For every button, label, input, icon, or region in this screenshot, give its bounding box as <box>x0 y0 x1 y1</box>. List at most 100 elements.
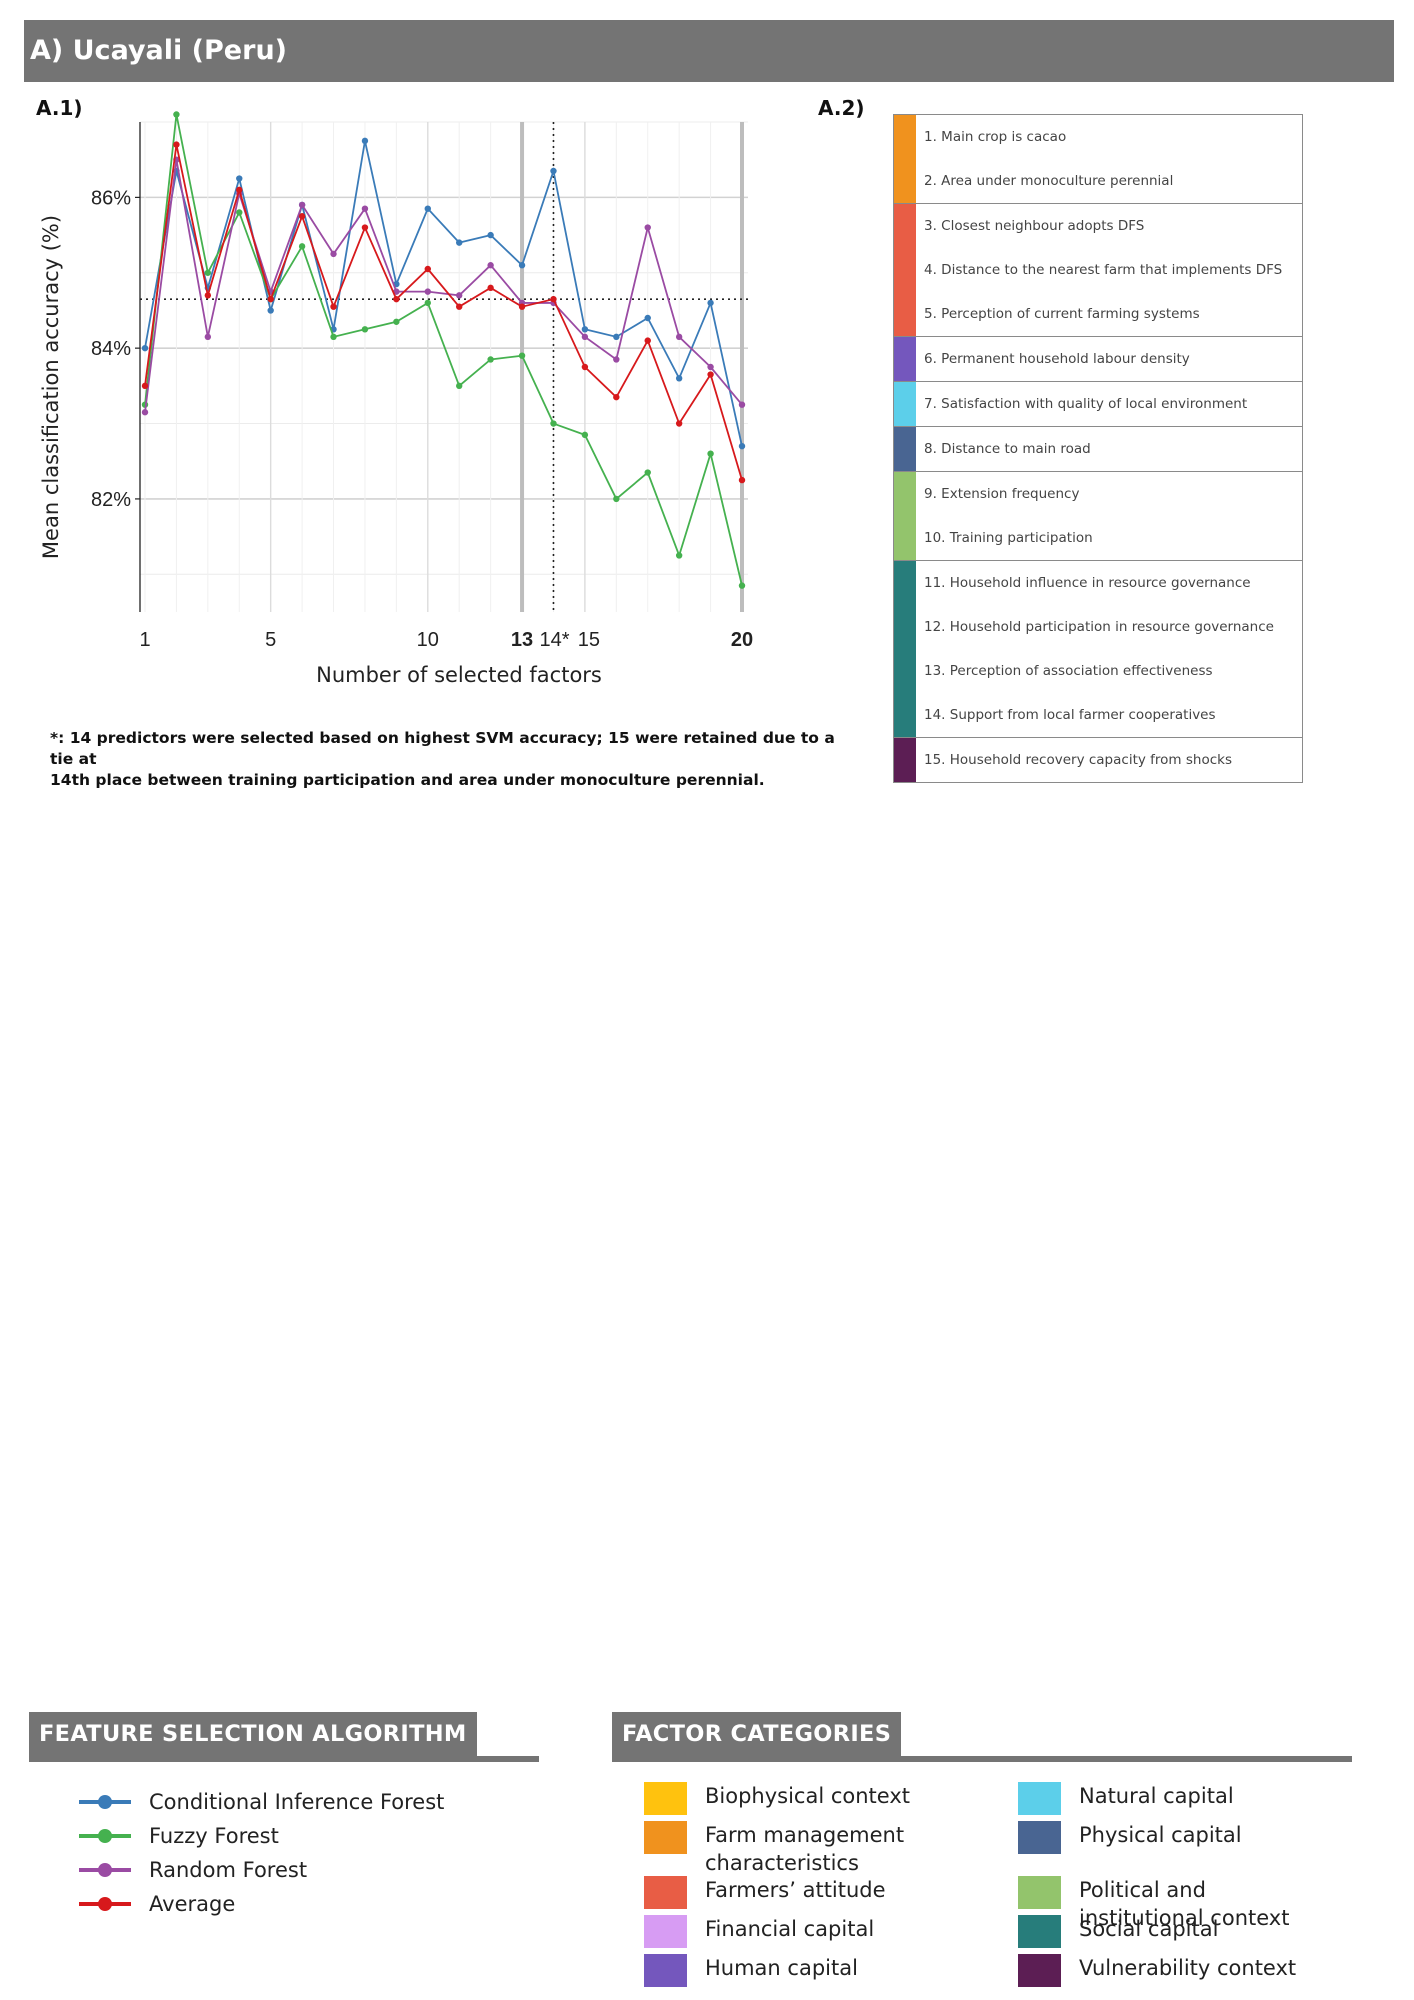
factor-category-swatch <box>894 382 916 426</box>
category-legend-label: Farm management characteristics <box>705 1823 905 1875</box>
data-point-conditional-inference-forest <box>236 175 243 182</box>
data-point-average <box>675 420 683 427</box>
data-point-average <box>644 337 651 344</box>
category-swatch <box>644 1821 687 1854</box>
algorithm-legend-item: Random Forest <box>79 1858 307 1882</box>
data-point-average <box>707 371 714 378</box>
data-point-random-forest <box>487 262 494 269</box>
data-point-fuzzy-forest <box>644 469 651 476</box>
factor-item: 3. Closest neighbour adopts DFS <box>924 218 1145 234</box>
algorithm-legend-label: Conditional Inference Forest <box>149 1790 445 1814</box>
data-point-average <box>487 284 494 292</box>
factor-item: 1. Main crop is cacao <box>924 129 1067 145</box>
category-legend-item: Financial capital <box>644 1915 874 1948</box>
data-point-conditional-inference-forest <box>675 375 683 382</box>
factor-item: 10. Training participation <box>924 530 1093 546</box>
x-tick-label: 15 <box>578 629 600 651</box>
category-legend-label: Farmers’ attitude <box>705 1878 886 1902</box>
algorithm-legend-label: Average <box>149 1892 236 1916</box>
series-line-fuzzy-forest <box>144 114 743 586</box>
factor-category-swatch <box>894 204 916 336</box>
data-point-random-forest <box>456 292 463 299</box>
data-point-fuzzy-forest <box>204 269 212 276</box>
data-point-average <box>330 303 337 310</box>
factor-item: 4. Distance to the nearest farm that imp… <box>924 262 1283 278</box>
data-point-average <box>361 224 369 231</box>
factor-item: 9. Extension frequency <box>924 486 1080 502</box>
factor-item: 14. Support from local farmer cooperativ… <box>924 707 1216 723</box>
data-point-random-forest <box>613 356 620 363</box>
y-tick-label: 86% <box>91 187 131 209</box>
category-swatch <box>644 1915 687 1948</box>
data-point-conditional-inference-forest <box>738 442 746 450</box>
algorithm-legend-item: Fuzzy Forest <box>79 1824 279 1848</box>
data-point-fuzzy-forest <box>707 450 714 457</box>
x-tick-label: 13 <box>511 629 533 651</box>
category-legend-label: Vulnerability context <box>1079 1956 1297 1980</box>
algorithm-legend-rule <box>29 1756 539 1762</box>
category-legend-item: Farm management characteristics <box>644 1821 935 1877</box>
data-point-fuzzy-forest <box>298 243 306 250</box>
algorithm-legend-title: FEATURE SELECTION ALGORITHM <box>29 1712 477 1756</box>
data-point-average <box>267 295 274 303</box>
data-point-average <box>424 265 431 273</box>
category-legend-label: Biophysical context <box>705 1784 911 1808</box>
legend-line-marker-icon <box>79 1897 131 1911</box>
data-point-random-forest <box>424 288 431 295</box>
category-legend-item: Natural capital <box>1018 1782 1234 1815</box>
category-legend-item: Political and institutional context <box>1018 1876 1309 1932</box>
data-point-conditional-inference-forest <box>518 262 526 269</box>
x-tick-label: 14* <box>539 629 569 651</box>
factor-group: 3. Closest neighbour adopts DFS 4. Distan… <box>894 204 1302 337</box>
factor-group-items: 1. Main crop is cacao 2. Area under monoc… <box>916 115 1302 203</box>
x-tick-label: 5 <box>265 629 276 651</box>
algorithm-legend-label: Fuzzy Forest <box>149 1824 279 1848</box>
factor-group: 8. Distance to main road <box>894 427 1302 472</box>
category-legend-item: Farmers’ attitude <box>644 1876 886 1909</box>
factor-group: 15. Household recovery capacity from sho… <box>894 738 1302 782</box>
data-point-fuzzy-forest <box>518 352 526 359</box>
category-legend-item: Vulnerability context <box>1018 1954 1296 1987</box>
data-point-average <box>518 303 526 310</box>
data-point-random-forest <box>330 250 337 258</box>
data-point-average <box>173 141 180 148</box>
category-legend-item: Social capital <box>1018 1915 1218 1948</box>
factor-item: 2. Area under monoculture perennial <box>924 173 1174 189</box>
algorithm-legend-item: Conditional Inference Forest <box>79 1790 444 1814</box>
data-point-fuzzy-forest <box>738 582 746 589</box>
factor-group-items: 3. Closest neighbour adopts DFS 4. Distan… <box>916 204 1302 336</box>
data-point-random-forest <box>393 288 400 295</box>
factor-group: 1. Main crop is cacao 2. Area under monoc… <box>894 115 1302 204</box>
category-legend-label: Social capital <box>1079 1917 1219 1941</box>
factor-group-items: 11. Household influence in resource gove… <box>916 561 1302 737</box>
legend-line-marker-icon <box>79 1795 131 1809</box>
data-point-random-forest <box>738 401 746 408</box>
category-legend-item: Biophysical context <box>644 1782 910 1815</box>
category-swatch <box>1018 1821 1061 1854</box>
category-swatch <box>644 1782 687 1815</box>
category-swatch <box>644 1954 687 1987</box>
series-line-conditional-inference-forest <box>144 140 743 447</box>
factor-item: 13. Perception of association effectiven… <box>924 663 1213 679</box>
data-point-fuzzy-forest <box>550 420 557 427</box>
section-header: A) Ucayali (Peru) <box>24 20 1394 82</box>
data-point-fuzzy-forest <box>330 333 337 341</box>
factor-item: 5. Perception of current farming systems <box>924 306 1200 322</box>
data-point-average <box>393 295 400 303</box>
data-point-average <box>581 363 589 371</box>
factor-group: 6. Permanent household labour density <box>894 337 1302 382</box>
data-point-conditional-inference-forest <box>644 314 651 322</box>
factor-group-items: 15. Household recovery capacity from sho… <box>916 738 1302 782</box>
factor-group-items: 8. Distance to main road <box>916 427 1302 471</box>
data-point-fuzzy-forest <box>361 326 369 333</box>
x-tick-label: 10 <box>417 629 439 651</box>
table-panel-label: A.2) <box>818 96 865 120</box>
factor-group-items: 6. Permanent household labour density <box>916 337 1302 381</box>
factor-category-swatch <box>894 561 916 737</box>
data-point-conditional-inference-forest <box>707 299 714 307</box>
factor-item: 12. Household participation in resource … <box>924 619 1274 635</box>
x-axis-title: Number of selected factors <box>316 663 602 687</box>
data-point-fuzzy-forest <box>424 299 431 307</box>
data-point-random-forest <box>581 333 589 341</box>
data-point-conditional-inference-forest <box>424 205 431 212</box>
